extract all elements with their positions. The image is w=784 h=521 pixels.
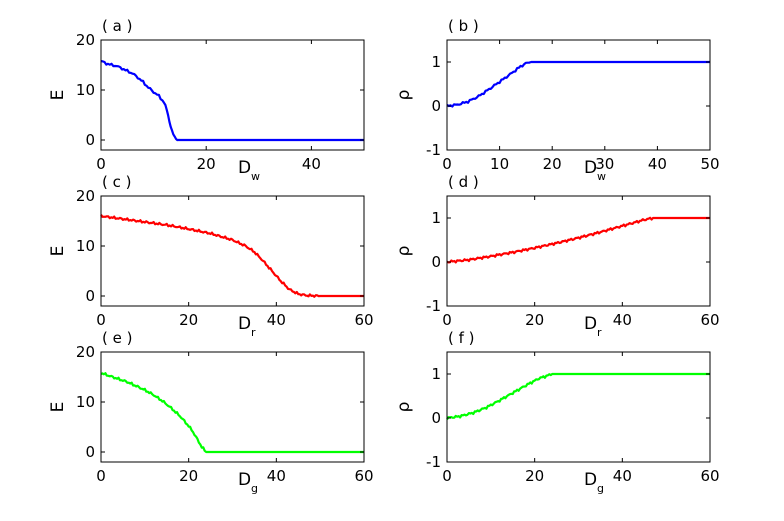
x-tick-label: 10 (490, 155, 509, 173)
plot-frame (100, 195, 365, 307)
x-tick-label: 0 (442, 155, 452, 173)
x-tick-label: 20 (179, 467, 198, 485)
panel-label: ( c ) (102, 173, 132, 191)
panel-label: ( e ) (102, 329, 132, 347)
y-axis-label: ρ (394, 90, 414, 101)
panel-label: ( f ) (448, 329, 475, 347)
plot-frame (446, 351, 711, 463)
x-tick-label: 40 (613, 467, 632, 485)
y-tick-label: -1 (426, 453, 441, 471)
x-tick-label: 40 (648, 155, 667, 173)
series-line (446, 60, 710, 108)
series-line (100, 59, 364, 142)
y-axis-label: E (48, 246, 68, 257)
x-tick-label: 50 (700, 155, 719, 173)
x-tick-label: 40 (267, 467, 286, 485)
y-tick-label: -1 (426, 297, 441, 315)
panel-e: 0 20 40 60 0 10 20 ( e ) D g E (48, 329, 374, 495)
x-axis-label-subscript: r (597, 326, 602, 339)
x-tick-label: 40 (267, 311, 286, 329)
y-tick-label: 0 (431, 97, 441, 115)
x-tick-label: 30 (595, 155, 614, 173)
x-axis-label-subscript: w (251, 170, 260, 183)
x-axis-label: D (584, 470, 597, 490)
x-tick-label: 20 (525, 311, 544, 329)
panel-b: 0 10 20 30 40 50-101( b )D wρ (394, 17, 720, 183)
y-tick-label: 0 (85, 287, 95, 305)
x-tick-label: 40 (613, 311, 632, 329)
x-tick-label: 0 (96, 467, 106, 485)
plot-frame (446, 39, 711, 151)
y-tick-label: 0 (85, 443, 95, 461)
x-tick-label: 60 (700, 311, 719, 329)
x-axis-label: D (238, 314, 251, 334)
series-line (100, 214, 364, 298)
x-axis-label: D (584, 314, 597, 334)
series-line (446, 372, 710, 420)
x-tick-label: 60 (354, 467, 373, 485)
series-line (446, 216, 710, 264)
y-tick-label: 20 (76, 187, 95, 205)
x-tick-label: 20 (197, 155, 216, 173)
y-tick-label: 10 (76, 393, 95, 411)
y-tick-label: 20 (76, 343, 95, 361)
panel-label: ( d ) (448, 173, 479, 191)
panel-d: 0 20 40 60-101( d )D rρ (394, 173, 720, 339)
x-axis-label-subscript: g (251, 482, 258, 495)
y-tick-label: 10 (76, 237, 95, 255)
x-tick-label: 20 (179, 311, 198, 329)
panel-c: 0 20 40 60 0 10 20 ( c ) D r E (48, 173, 374, 339)
panel-f: 0 20 40 60-101( f )D gρ (394, 329, 720, 495)
y-tick-label: 0 (431, 253, 441, 271)
y-axis-label: ρ (394, 402, 414, 413)
plot-frame (100, 351, 365, 463)
x-axis-label-subscript: r (251, 326, 256, 339)
x-tick-label: 60 (354, 311, 373, 329)
y-tick-label: 0 (431, 409, 441, 427)
y-axis-label: E (48, 90, 68, 101)
x-axis-label-subscript: w (597, 170, 606, 183)
x-tick-label: 20 (525, 467, 544, 485)
panel-a: 0 20 40 0 10 20 ( a ) D w E (48, 17, 365, 183)
y-tick-label: 1 (431, 365, 441, 383)
y-tick-label: 1 (431, 53, 441, 71)
x-axis-label-subscript: g (597, 482, 604, 495)
y-axis-label: ρ (394, 246, 414, 257)
x-tick-label: 0 (442, 467, 452, 485)
x-tick-label: 0 (96, 155, 106, 173)
y-axis-label: E (48, 402, 68, 413)
panel-label: ( b ) (448, 17, 479, 35)
x-tick-label: 60 (700, 467, 719, 485)
plot-frame (446, 195, 711, 307)
x-tick-label: 0 (442, 311, 452, 329)
x-axis-label: D (238, 470, 251, 490)
y-tick-label: 1 (431, 209, 441, 227)
plot-frame (100, 39, 365, 151)
panel-label: ( a ) (102, 17, 132, 35)
x-tick-label: 0 (96, 311, 106, 329)
x-tick-label: 40 (302, 155, 321, 173)
y-tick-label: -1 (426, 141, 441, 159)
x-axis-label: D (238, 158, 251, 178)
x-axis-label: D (584, 158, 597, 178)
series-line (100, 372, 364, 454)
y-tick-label: 10 (76, 81, 95, 99)
y-tick-label: 20 (76, 31, 95, 49)
y-tick-label: 0 (85, 131, 95, 149)
x-tick-label: 20 (543, 155, 562, 173)
